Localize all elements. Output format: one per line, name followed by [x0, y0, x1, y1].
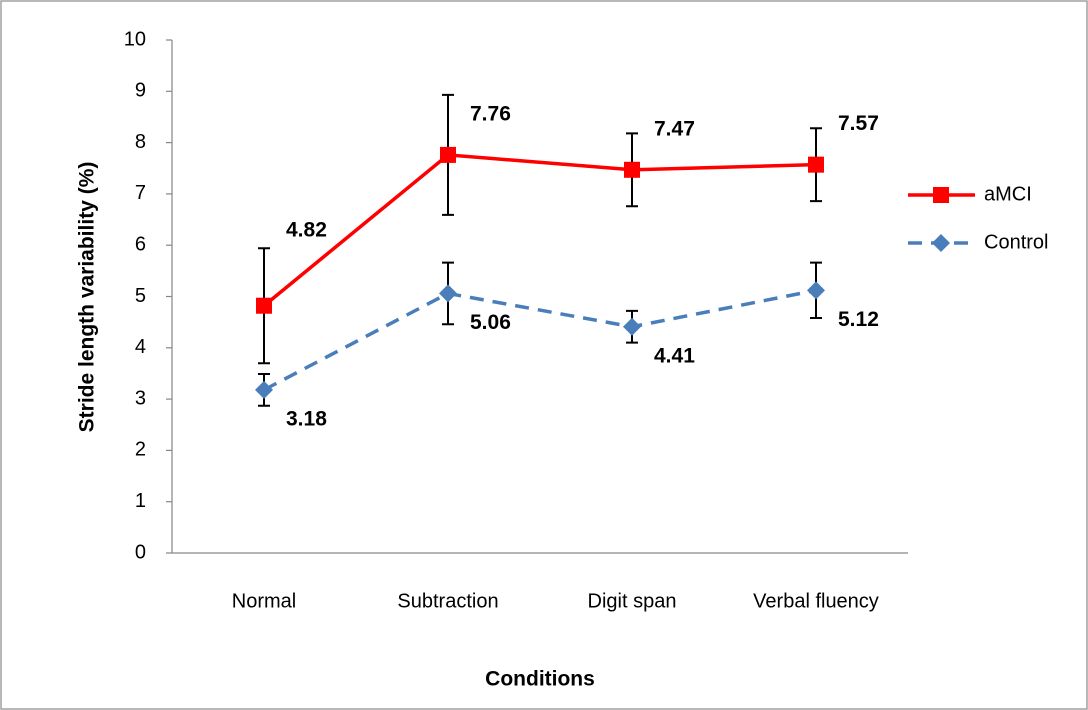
legend-label: aMCI — [984, 183, 1032, 205]
y-tick-label: 2 — [135, 439, 146, 461]
data-label: 4.82 — [286, 218, 327, 241]
data-point — [439, 284, 457, 303]
data-label: 3.18 — [286, 407, 327, 430]
legend-label: Control — [984, 231, 1048, 253]
data-point — [256, 297, 272, 314]
y-tick-label: 0 — [135, 541, 146, 563]
legend-marker — [933, 187, 949, 203]
data-point — [808, 156, 824, 173]
y-tick-label: 9 — [135, 80, 146, 102]
y-tick-label: 5 — [135, 285, 146, 307]
y-tick-label: 10 — [124, 28, 146, 50]
data-label: 4.41 — [654, 344, 695, 367]
data-point — [624, 161, 640, 178]
y-tick-label: 3 — [135, 387, 146, 409]
data-point — [623, 317, 641, 336]
data-point — [440, 146, 456, 163]
data-label: 7.57 — [838, 112, 879, 135]
data-point — [255, 380, 273, 399]
x-tick-label: Normal — [232, 590, 296, 612]
x-tick-label: Digit span — [588, 590, 677, 612]
series-line — [262, 153, 817, 308]
y-tick-label: 6 — [135, 233, 146, 255]
y-tick-label: 1 — [135, 490, 146, 512]
legend-marker — [932, 234, 950, 252]
x-axis-title: Conditions — [485, 668, 595, 691]
series-line — [263, 288, 817, 392]
data-point — [807, 281, 825, 300]
data-label: 7.76 — [470, 102, 511, 125]
y-tick-label: 4 — [135, 336, 146, 358]
data-label: 5.06 — [470, 311, 511, 334]
x-tick-label: Subtraction — [397, 590, 498, 612]
x-tick-label: Verbal fluency — [753, 590, 879, 612]
y-tick-label: 7 — [135, 182, 146, 204]
y-axis-title: Stride length variability (%) — [76, 162, 99, 433]
data-label: 5.12 — [838, 308, 879, 331]
y-tick-label: 8 — [135, 131, 146, 153]
data-label: 7.47 — [654, 117, 695, 140]
